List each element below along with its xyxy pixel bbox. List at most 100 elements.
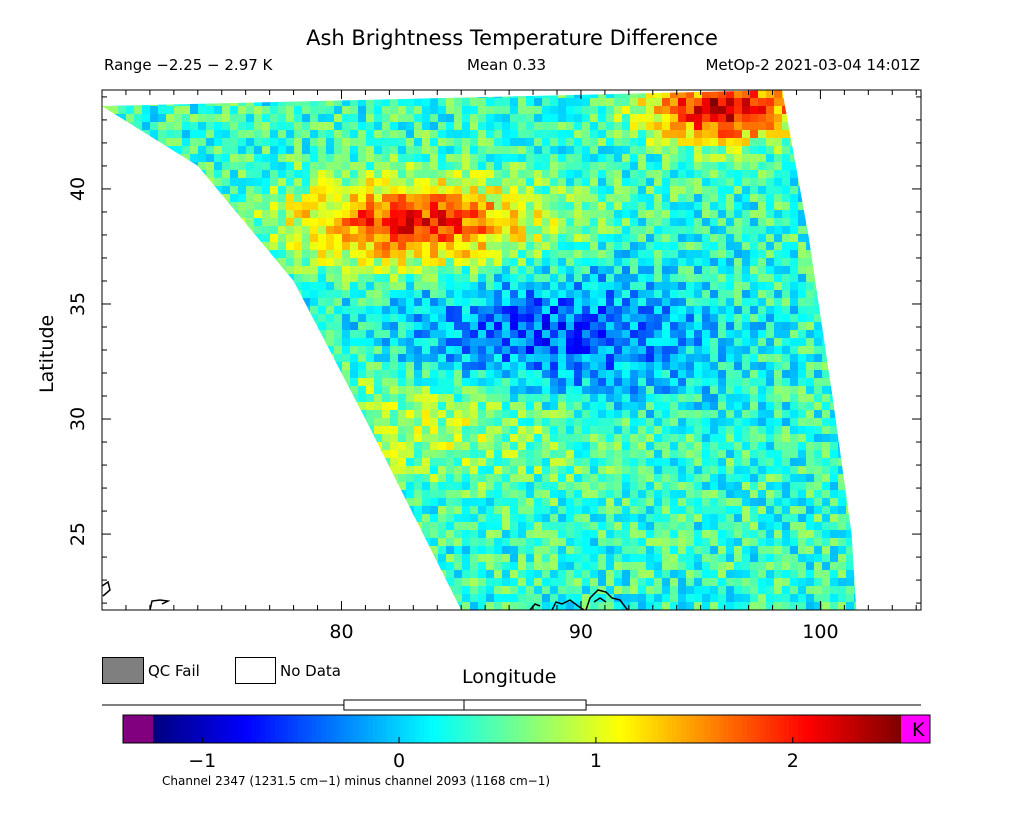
heatmap-cell bbox=[886, 114, 894, 122]
heatmap-cell bbox=[830, 458, 839, 467]
heatmap-cell bbox=[590, 330, 599, 339]
heatmap-cell bbox=[238, 218, 247, 227]
heatmap-cell bbox=[366, 178, 375, 187]
heatmap-cell bbox=[262, 130, 271, 139]
heatmap-cell bbox=[902, 314, 910, 322]
heatmap-cell bbox=[446, 338, 455, 347]
heatmap-cell bbox=[566, 234, 575, 243]
heatmap-cell bbox=[278, 202, 287, 211]
heatmap-cell bbox=[358, 290, 367, 299]
heatmap-cell bbox=[742, 282, 751, 291]
heatmap-cell bbox=[862, 290, 870, 298]
heatmap-cell bbox=[486, 298, 495, 307]
heatmap-cell bbox=[150, 138, 159, 147]
heatmap-cell bbox=[694, 194, 703, 203]
heatmap-cell bbox=[750, 154, 759, 163]
heatmap-cell bbox=[158, 122, 167, 131]
heatmap-cell bbox=[694, 394, 703, 403]
heatmap-cell bbox=[214, 378, 223, 387]
heatmap-cell bbox=[166, 242, 175, 251]
heatmap-cell bbox=[638, 466, 647, 475]
heatmap-cell bbox=[710, 234, 719, 243]
heatmap-cell bbox=[390, 450, 399, 459]
heatmap-cell bbox=[734, 162, 743, 171]
heatmap-cell bbox=[774, 202, 783, 211]
heatmap-cell bbox=[622, 322, 631, 331]
heatmap-cell bbox=[350, 242, 359, 251]
heatmap-cell bbox=[166, 362, 175, 371]
heatmap-cell bbox=[662, 314, 671, 323]
heatmap-cell bbox=[190, 154, 199, 163]
heatmap-cell bbox=[782, 362, 791, 371]
heatmap-cell bbox=[894, 458, 902, 466]
heatmap-cell bbox=[750, 242, 759, 251]
heatmap-cell bbox=[494, 466, 503, 475]
heatmap-cell bbox=[750, 226, 759, 235]
heatmap-cell bbox=[782, 322, 791, 331]
heatmap-cell bbox=[534, 98, 543, 107]
heatmap-cell bbox=[166, 266, 175, 275]
heatmap-cell bbox=[494, 410, 503, 419]
heatmap-cell bbox=[846, 426, 855, 435]
heatmap-cell bbox=[278, 410, 287, 419]
heatmap-cell bbox=[910, 226, 918, 234]
heatmap-cell bbox=[678, 410, 687, 419]
heatmap-cell bbox=[430, 146, 439, 155]
heatmap-cell bbox=[358, 314, 367, 323]
heatmap-cell bbox=[366, 434, 375, 443]
heatmap-cell bbox=[534, 298, 543, 307]
heatmap-cell bbox=[190, 338, 199, 347]
heatmap-cell bbox=[214, 250, 223, 259]
heatmap-cell bbox=[590, 458, 599, 467]
heatmap-cell bbox=[550, 442, 559, 451]
heatmap-cell bbox=[542, 418, 551, 427]
heatmap-cell bbox=[702, 426, 711, 435]
heatmap-cell bbox=[862, 210, 870, 218]
heatmap-cell bbox=[670, 162, 679, 171]
heatmap-cell bbox=[142, 402, 151, 411]
heatmap-cell bbox=[318, 354, 327, 363]
heatmap-cell bbox=[454, 330, 463, 339]
heatmap-cell bbox=[646, 338, 655, 347]
heatmap-cell bbox=[494, 130, 503, 139]
heatmap-cell bbox=[694, 122, 703, 131]
heatmap-cell bbox=[806, 354, 815, 363]
heatmap-cell bbox=[470, 282, 479, 291]
heatmap-cell bbox=[662, 354, 671, 363]
heatmap-cell bbox=[230, 386, 239, 395]
heatmap-cell bbox=[718, 450, 727, 459]
heatmap-cell bbox=[118, 442, 127, 451]
heatmap-cell bbox=[126, 250, 135, 259]
heatmap-cell bbox=[542, 98, 551, 107]
heatmap-cell bbox=[902, 306, 910, 314]
heatmap-cell bbox=[886, 290, 894, 298]
heatmap-cell bbox=[694, 234, 703, 243]
heatmap-cell bbox=[262, 170, 271, 179]
heatmap-cell bbox=[702, 234, 711, 243]
heatmap-cell bbox=[414, 466, 423, 475]
heatmap-cell bbox=[910, 338, 918, 346]
heatmap-cell bbox=[174, 346, 183, 355]
heatmap-cell bbox=[318, 418, 327, 427]
heatmap-cell bbox=[918, 178, 926, 186]
heatmap-cell bbox=[614, 194, 623, 203]
heatmap-cell bbox=[782, 266, 791, 275]
heatmap-cell bbox=[894, 90, 902, 98]
heatmap-cell bbox=[558, 138, 567, 147]
heatmap-cell bbox=[782, 218, 791, 227]
heatmap-cell bbox=[470, 442, 479, 451]
heatmap-cell bbox=[406, 210, 415, 219]
heatmap-cell bbox=[438, 442, 447, 451]
heatmap-cell bbox=[134, 362, 143, 371]
heatmap-cell bbox=[478, 194, 487, 203]
heatmap-cell bbox=[662, 346, 671, 355]
heatmap-cell bbox=[438, 106, 447, 115]
heatmap-cell bbox=[166, 170, 175, 179]
heatmap-cell bbox=[830, 298, 839, 307]
heatmap-cell bbox=[814, 146, 823, 155]
heatmap-cell bbox=[110, 154, 119, 163]
heatmap-cell bbox=[454, 442, 463, 451]
heatmap-cell bbox=[814, 314, 823, 323]
heatmap-cell bbox=[318, 346, 327, 355]
heatmap-cell bbox=[582, 386, 591, 395]
